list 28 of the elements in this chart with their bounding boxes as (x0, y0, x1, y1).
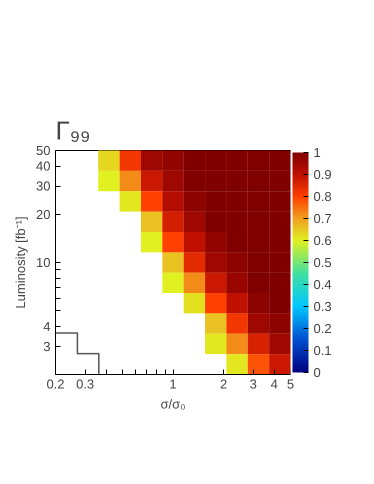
color-bar-label: 0.9 (314, 167, 332, 182)
y-tick-label: 50 (36, 143, 51, 158)
x-tick-label: 2 (220, 376, 228, 392)
chart-title: Γ₉₉ (56, 116, 90, 146)
color-bar-label: 0.3 (314, 299, 332, 314)
x-tick-label: 3 (250, 376, 257, 392)
x-tick-label: 0.2 (46, 376, 65, 392)
y-tick-label: 4 (43, 318, 51, 334)
color-bar-label: 0 (314, 365, 321, 380)
y-tick-label: 30 (36, 178, 51, 194)
color-bar-label: 0.2 (314, 321, 332, 336)
x-tick-label: 0.3 (76, 376, 94, 392)
color-bar-label: 0.8 (314, 189, 332, 204)
x-tick-label: 4 (270, 376, 278, 392)
x-axis-title: σ/σ₀ (160, 396, 186, 412)
y-axis-title: Luminosity [fb⁻¹] (13, 216, 28, 309)
color-bar-label: 1 (314, 145, 321, 160)
y-tick-label: 40 (36, 158, 51, 174)
y-tick-label: 20 (36, 206, 51, 222)
color-bar-label: 0.6 (314, 233, 332, 248)
color-bar-label: 0.7 (314, 211, 332, 226)
color-bar-label: 0.5 (314, 255, 332, 270)
y-tick-label: 10 (36, 255, 51, 270)
color-bar-label: 0.1 (314, 343, 332, 358)
color-bar-label: 0.4 (314, 277, 332, 292)
x-tick-label: 1 (169, 376, 177, 392)
x-tick-label: 5 (286, 376, 294, 392)
y-tick-label: 3 (43, 338, 51, 354)
